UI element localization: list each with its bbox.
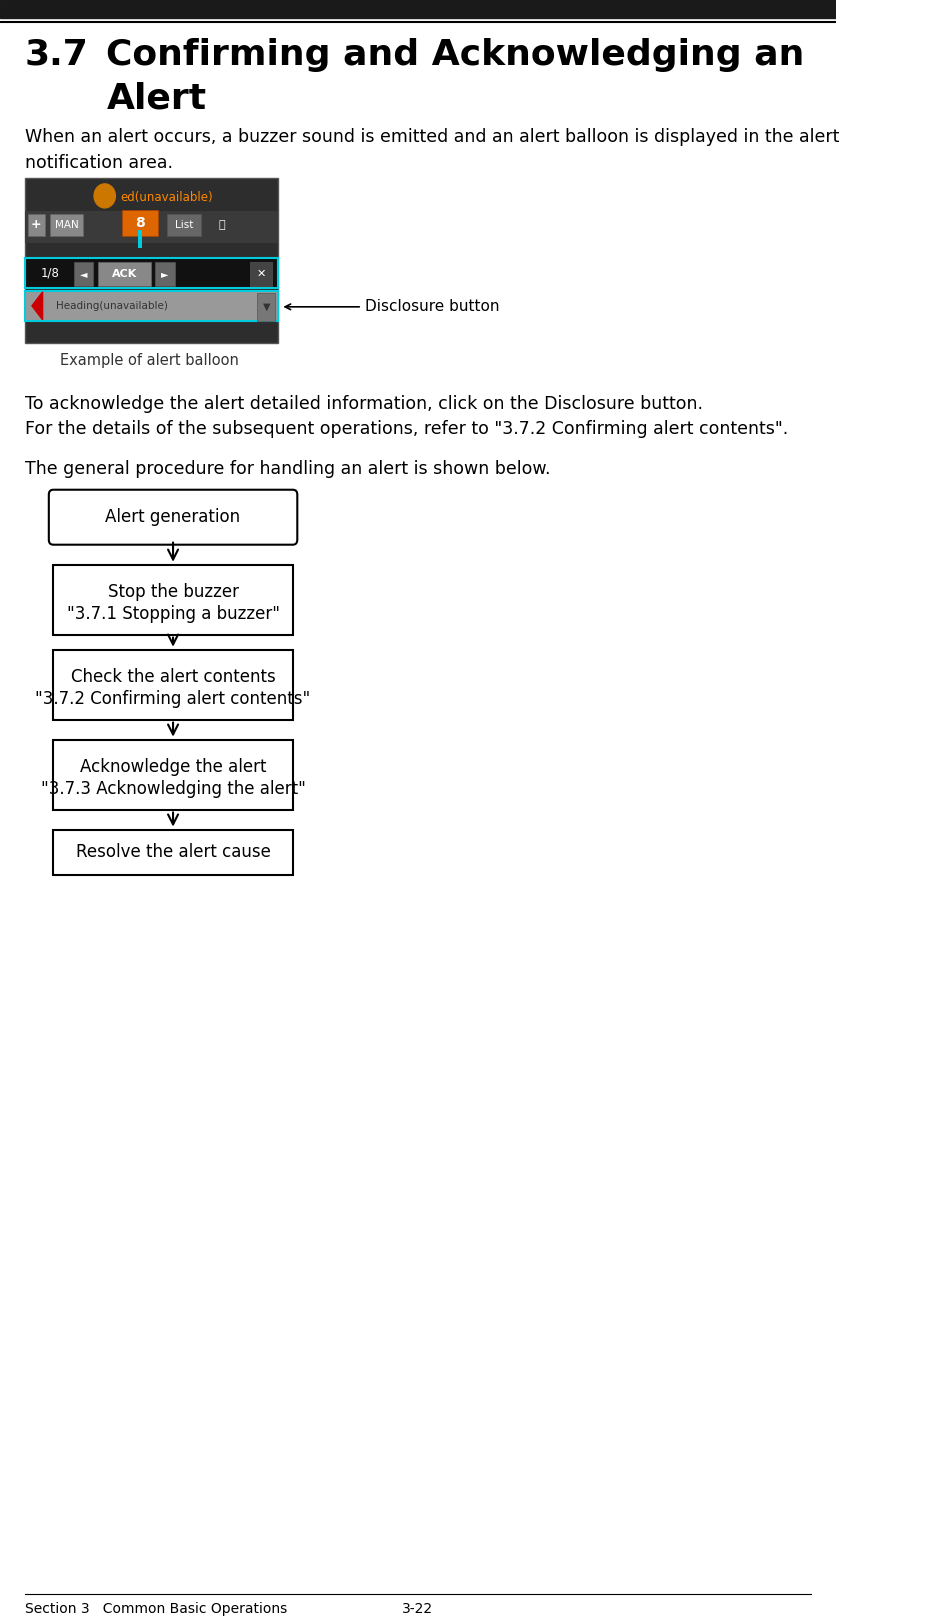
Text: The general procedure for handling an alert is shown below.: The general procedure for handling an al… [24,460,550,478]
Bar [251,262,271,285]
Text: "3.7.1 Stopping a buzzer": "3.7.1 Stopping a buzzer" [67,604,280,622]
Polygon shape [32,292,42,319]
Text: 3-22: 3-22 [402,1602,433,1617]
Bar [155,262,175,285]
Text: Example of alert balloon: Example of alert balloon [60,353,239,368]
Text: Acknowledge the alert: Acknowledge the alert [80,758,267,776]
Bar [98,262,151,285]
Text: 🔊: 🔊 [219,220,225,230]
FancyBboxPatch shape [49,489,298,544]
Text: ◄: ◄ [80,269,88,279]
Text: ed(unavailable): ed(unavailable) [121,191,213,204]
Bar [54,565,293,635]
Bar [24,292,278,321]
Text: ✕: ✕ [256,269,266,279]
Text: "3.7.3 Acknowledging the alert": "3.7.3 Acknowledging the alert" [41,779,305,797]
Bar [50,214,84,237]
Text: "3.7.2 Confirming alert contents": "3.7.2 Confirming alert contents" [36,690,311,708]
Text: Alert generation: Alert generation [106,509,240,526]
Bar [91,181,268,211]
Text: +: + [31,219,41,232]
Text: ►: ► [161,269,169,279]
Bar [24,258,278,259]
Text: Heading(unavailable): Heading(unavailable) [56,301,168,311]
Bar [24,178,278,343]
Bar [54,650,293,719]
Bar [257,293,275,321]
Text: Disclosure button: Disclosure button [365,300,499,314]
Bar [24,211,278,243]
Text: Alert: Alert [106,83,206,117]
Bar [73,262,93,285]
Text: ▼: ▼ [263,301,270,311]
Bar [138,230,142,248]
Text: MAN: MAN [55,220,78,230]
Bar [54,829,293,875]
Text: 3.7: 3.7 [24,37,89,71]
Text: 1/8: 1/8 [41,266,59,279]
Bar [27,214,45,237]
Bar [54,740,293,810]
Text: When an alert occurs, a buzzer sound is emitted and an alert balloon is displaye: When an alert occurs, a buzzer sound is … [24,128,839,172]
Text: Stop the buzzer: Stop the buzzer [107,583,238,601]
Text: Section 3   Common Basic Operations: Section 3 Common Basic Operations [24,1602,287,1617]
Text: To acknowledge the alert detailed information, click on the Disclosure button.: To acknowledge the alert detailed inform… [24,395,703,413]
Text: Resolve the alert cause: Resolve the alert cause [75,842,270,860]
Circle shape [94,185,115,207]
Text: 8: 8 [136,215,145,230]
Text: For the details of the subsequent operations, refer to "3.7.2 Confirming alert c: For the details of the subsequent operat… [24,420,788,437]
Text: Check the alert contents: Check the alert contents [71,667,275,685]
Text: List: List [174,220,193,230]
Bar [0,0,836,18]
Bar [167,214,201,237]
Text: ACK: ACK [111,269,137,279]
Bar [122,211,158,237]
Bar [24,258,278,288]
Text: Confirming and Acknowledging an: Confirming and Acknowledging an [106,37,804,71]
